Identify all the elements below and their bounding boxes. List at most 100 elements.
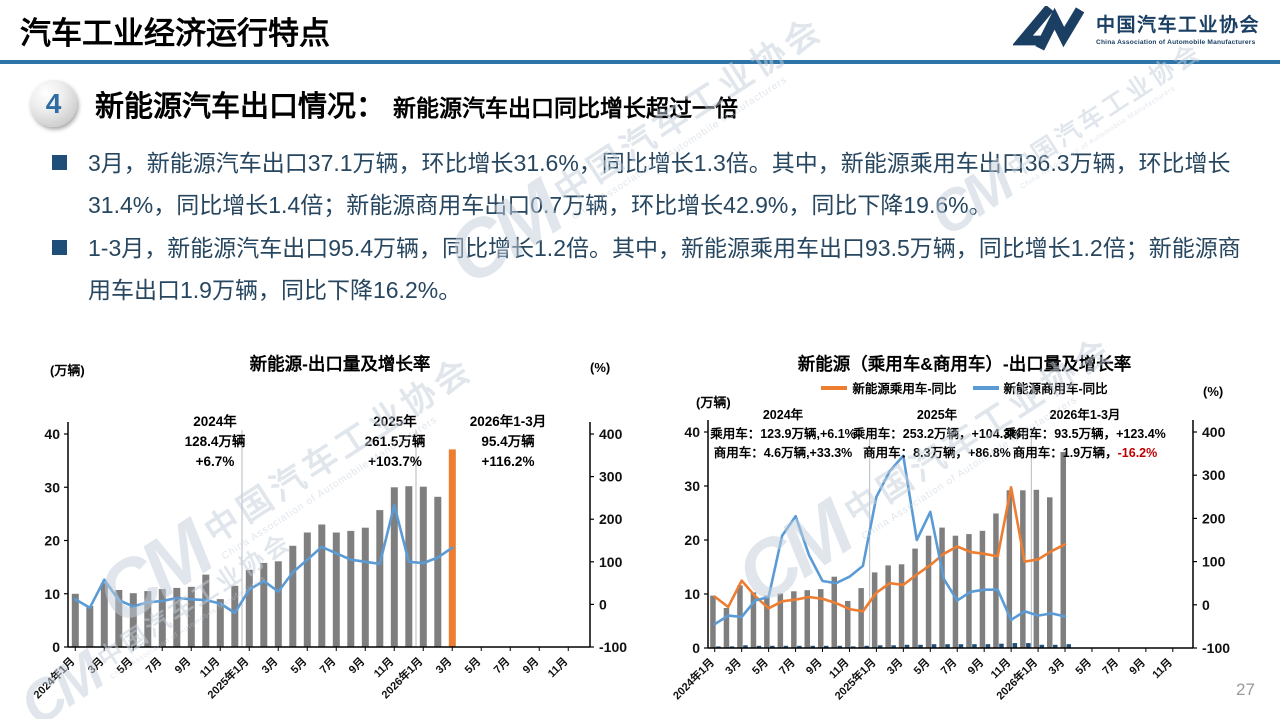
x-tick-label: 7月 bbox=[143, 655, 164, 676]
x-tick-label: 7月 bbox=[938, 656, 959, 677]
annotation-2025: 2025年 乘用车：253.2万辆，+104.3% 商用车：8.3万辆，+86.… bbox=[853, 406, 1021, 463]
bar bbox=[851, 646, 856, 648]
annotation-volume: 95.4万辆 bbox=[481, 434, 535, 449]
logo-name-cn: 中国汽车工业协会 bbox=[1095, 15, 1260, 37]
bar bbox=[764, 595, 770, 648]
bar bbox=[231, 585, 239, 647]
bar bbox=[129, 593, 137, 647]
bar bbox=[1060, 452, 1066, 648]
bar bbox=[376, 510, 384, 647]
bar bbox=[743, 645, 748, 648]
bar bbox=[777, 593, 784, 648]
y-tick-label-right: -100 bbox=[1202, 640, 1230, 656]
bar bbox=[347, 530, 355, 647]
x-tick-label: 11月 bbox=[988, 656, 1013, 681]
x-tick-label: 5月 bbox=[288, 655, 309, 676]
bar bbox=[710, 595, 716, 648]
bullet-item: 3月，新能源汽车出口37.1万辆，环比增长31.6%，同比增长1.3倍。其中，新… bbox=[52, 142, 1244, 226]
y-tick-label-right: -100 bbox=[599, 639, 627, 655]
header-divider-rule bbox=[0, 60, 1280, 64]
bar bbox=[871, 572, 878, 648]
bullet-text: 1-3月，新能源汽车出口95.4万辆，同比增长1.2倍。其中，新能源乘用车出口9… bbox=[88, 235, 1241, 303]
bar bbox=[898, 564, 905, 648]
x-tick-label: 11月 bbox=[197, 655, 222, 680]
bar bbox=[1047, 497, 1053, 648]
bar bbox=[260, 562, 268, 647]
bar bbox=[187, 586, 195, 647]
bar bbox=[1026, 643, 1031, 648]
x-tick-label: 3月 bbox=[85, 655, 106, 676]
y-tick-label-left: 0 bbox=[52, 639, 60, 655]
section-number-badge: 4 bbox=[30, 80, 77, 127]
bar bbox=[993, 513, 999, 648]
bar bbox=[1033, 489, 1040, 648]
y-tick-label-left: 0 bbox=[692, 640, 700, 656]
legend-swatch-orange bbox=[821, 385, 848, 390]
bar bbox=[1020, 490, 1026, 648]
annotation-2025: 2025年 261.5万辆 +103.7% bbox=[365, 412, 426, 472]
y-tick-label-right: 0 bbox=[1202, 597, 1210, 613]
bar bbox=[729, 646, 735, 648]
chart-nev-pv-cv-export: 新能源（乘用车&商用车）-出口量及增长率 新能源乘用车-同比 新能源商用车-同比… bbox=[672, 348, 1257, 716]
annotation-volume: 261.5万辆 bbox=[364, 434, 426, 449]
bar bbox=[952, 535, 959, 648]
left-axis-unit: (万辆) bbox=[696, 395, 731, 410]
chart-title: 新能源（乘用车&商用车）-出口量及增长率 bbox=[797, 354, 1132, 374]
annotation-year: 2024年 bbox=[762, 408, 804, 422]
x-tick-label: 9月 bbox=[803, 656, 824, 677]
y-tick-label-right: 200 bbox=[1202, 510, 1226, 526]
y-tick-label-left: 20 bbox=[684, 532, 700, 548]
bar bbox=[86, 606, 94, 647]
bar bbox=[158, 589, 166, 647]
line-series bbox=[713, 486, 1067, 613]
annotation-2026: 2026年1-3月 乘用车：93.5万辆，+123.4% 商用车：1.9万辆，-… bbox=[1004, 406, 1166, 463]
x-tick-label: 9月 bbox=[346, 655, 367, 676]
bar bbox=[877, 645, 883, 648]
bullet-square-icon bbox=[52, 240, 67, 255]
line-series bbox=[73, 503, 454, 615]
bar bbox=[1039, 644, 1045, 648]
x-tick-label: 7月 bbox=[317, 655, 338, 676]
bar bbox=[824, 645, 829, 648]
y-tick-label-right: 400 bbox=[1202, 424, 1226, 440]
bar bbox=[100, 583, 108, 647]
y-tick-label-left: 40 bbox=[44, 426, 60, 442]
bar bbox=[434, 496, 442, 647]
bar bbox=[845, 601, 851, 648]
x-tick-label: 5月 bbox=[462, 655, 483, 676]
bar bbox=[390, 487, 398, 648]
x-tick-label: 3月 bbox=[1046, 656, 1067, 677]
bar bbox=[405, 486, 413, 647]
x-tick-label: 5月 bbox=[1073, 656, 1094, 677]
annotation-2024: 2024年 乘用车：123.9万辆,+6.1% 商用车：4.6万辆,+33.3% bbox=[710, 406, 856, 463]
annotation-2024: 2024年 128.4万辆 +6.7% bbox=[185, 412, 246, 472]
left-axis-unit: (万辆) bbox=[50, 363, 85, 378]
bar bbox=[904, 644, 910, 648]
caam-logo-icon bbox=[1011, 4, 1087, 57]
bar bbox=[289, 545, 297, 647]
x-tick-label: 3月 bbox=[723, 656, 744, 677]
y-tick-label-right: 400 bbox=[599, 426, 623, 442]
bar bbox=[1053, 644, 1058, 648]
x-tick-label: 11月 bbox=[371, 655, 396, 680]
bullet-square-icon bbox=[52, 155, 67, 170]
page-title: 汽车工业经济运行特点 bbox=[20, 16, 330, 51]
bar bbox=[912, 548, 918, 648]
bar bbox=[71, 593, 79, 648]
bar bbox=[818, 589, 824, 648]
legend-swatch-blue bbox=[972, 385, 999, 390]
bar bbox=[925, 535, 932, 648]
bar bbox=[245, 569, 253, 647]
bar bbox=[750, 592, 757, 648]
y-tick-label-left: 40 bbox=[684, 424, 700, 440]
annotation-passenger: 乘用车：253.2万辆，+104.3% bbox=[852, 427, 1022, 441]
bar bbox=[810, 645, 815, 648]
annotation-year: 2025年 bbox=[916, 408, 958, 422]
y-tick-label-right: 300 bbox=[1202, 467, 1226, 483]
y-tick-label-right: 100 bbox=[599, 554, 623, 570]
bar bbox=[303, 532, 311, 647]
x-tick-label: 9月 bbox=[520, 655, 541, 676]
bar bbox=[837, 645, 842, 648]
